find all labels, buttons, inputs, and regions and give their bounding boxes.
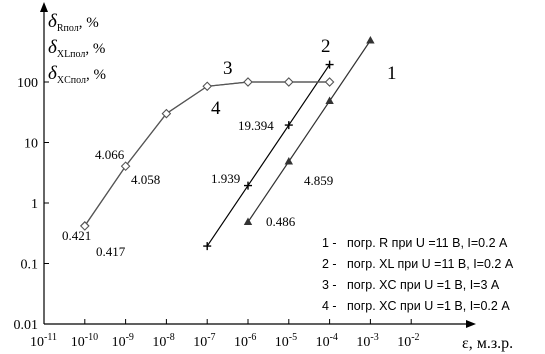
series-1-point [284, 156, 293, 165]
series-4-point [284, 77, 294, 87]
data-label-0417: 0.417 [96, 244, 126, 259]
y-tick-label: 100 [17, 76, 38, 91]
series-2-point [203, 242, 212, 251]
x-tick-label: 10-2 [397, 332, 419, 350]
data-label-0421: 0.421 [62, 228, 91, 243]
x-tick-label: 10-7 [193, 332, 215, 350]
series-2-point [325, 60, 334, 69]
x-tick-label: 10-10 [71, 332, 98, 350]
x-tick-label: 10-9 [112, 332, 134, 350]
series-2-line [206, 64, 331, 247]
legend-entry-1: 1 - погр. R при U =11 В, I=0.2 А [322, 236, 508, 250]
data-label-4859: 4.859 [304, 173, 333, 188]
x-tick-label: 10-8 [152, 332, 174, 350]
data-label-1939: 1.939 [211, 171, 240, 186]
x-tick-label: 10-6 [234, 332, 256, 350]
y-axis-label-xl: δXLпол, % [48, 37, 105, 60]
y-axis-label-xc: δXCпол, % [48, 63, 106, 86]
series-1-point [325, 96, 334, 104]
data-label-4058: 4.058 [131, 172, 160, 187]
y-tick-label: 0.1 [21, 258, 39, 273]
series-4-point [120, 161, 131, 171]
series-2-point [244, 181, 252, 190]
series-2-point [284, 121, 293, 130]
y-tick-label: 0.01 [14, 318, 39, 333]
series-number-1: 1 [387, 63, 397, 84]
x-tick-label: 10-3 [356, 332, 378, 350]
series-number-2: 2 [321, 36, 331, 57]
series-number-3: 3 [223, 58, 233, 79]
x-tick-label: 10-5 [275, 332, 297, 350]
legend-entry-2: 2 - погр. XL при U =11 В, I=0.2 А [322, 257, 514, 271]
series-number-4: 4 [211, 98, 221, 119]
x-tick-label: 10-4 [316, 332, 338, 350]
legend-entry-4: 4 - погр. XC при U =1 В, I=0.2 А [322, 299, 510, 313]
series-4-point [202, 81, 212, 91]
series-4-point [324, 77, 335, 87]
data-label-19394: 19.394 [238, 118, 274, 133]
x-tick-label: 10-11 [30, 332, 57, 350]
y-axis-label-r: δRпол, % [48, 11, 99, 34]
series-4-point [243, 77, 253, 87]
series-1-point [243, 217, 253, 225]
y-tick-label: 1 [31, 197, 38, 212]
x-axis-label: ε, м.з.р. [462, 335, 513, 352]
series-1-point [366, 35, 375, 44]
data-label-0486: 0.486 [266, 214, 296, 229]
x-axis-arrow [466, 320, 476, 328]
y-axis-arrow [40, 2, 48, 12]
y-tick-label: 10 [24, 137, 38, 152]
data-label-4066: 4.066 [95, 147, 125, 162]
legend-entry-3: 3 - погр. XC при U =1 В, I=3 А [322, 278, 500, 292]
series-1-line [247, 40, 371, 223]
series-4-point [161, 108, 172, 119]
series-4-point [80, 221, 90, 231]
